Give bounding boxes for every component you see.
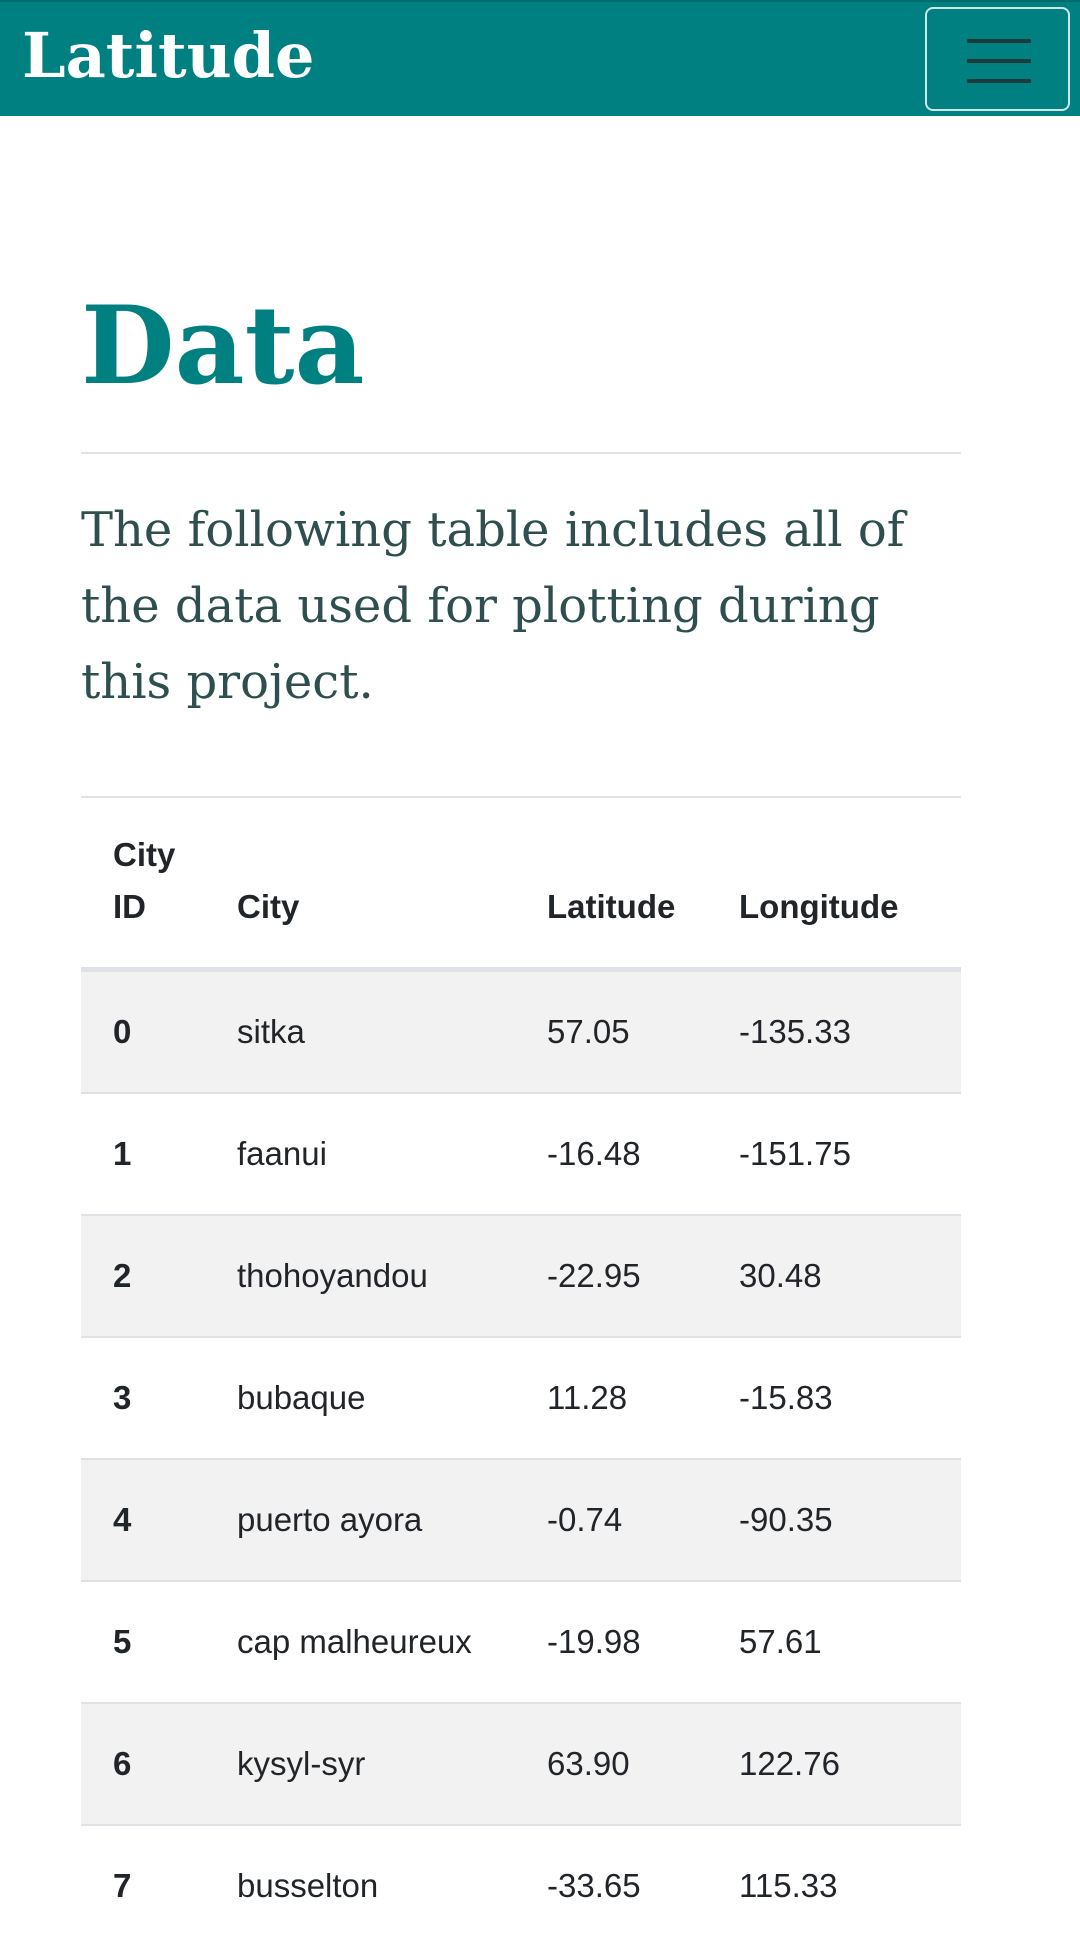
table-top-divider xyxy=(81,796,961,798)
city-id-cell: 7 xyxy=(81,1824,205,1946)
city-id-cell: 4 xyxy=(81,1458,205,1581)
latitude-cell: -16.48 xyxy=(515,1092,707,1215)
city-data-table: City ID City Latitude Longitude 0 sitka … xyxy=(81,798,961,1946)
latitude-cell: -33.65 xyxy=(515,1824,707,1946)
table-row: 3 bubaque 11.28 -15.83 xyxy=(81,1336,961,1459)
table-row: 6 kysyl-syr 63.90 122.76 xyxy=(81,1702,961,1825)
longitude-cell: -15.83 xyxy=(707,1336,961,1459)
latitude-cell: -19.98 xyxy=(515,1580,707,1703)
header-latitude: Latitude xyxy=(515,798,707,972)
header-city-id: City ID xyxy=(81,798,205,972)
navbar-brand[interactable]: Latitude xyxy=(22,19,315,92)
city-id-cell: 5 xyxy=(81,1580,205,1703)
table-row: 5 cap malheureux -19.98 57.61 xyxy=(81,1580,961,1703)
longitude-cell: 30.48 xyxy=(707,1214,961,1337)
title-divider xyxy=(81,452,961,454)
page-description: The following table includes all of the … xyxy=(81,502,905,710)
longitude-cell: 57.61 xyxy=(707,1580,961,1703)
latitude-cell: 63.90 xyxy=(515,1702,707,1825)
city-id-cell: 0 xyxy=(81,968,205,1093)
city-name-cell: busselton xyxy=(205,1824,515,1946)
table-row: 1 faanui -16.48 -151.75 xyxy=(81,1092,961,1215)
city-name-cell: sitka xyxy=(205,968,515,1093)
longitude-cell: -90.35 xyxy=(707,1458,961,1581)
header-longitude: Longitude xyxy=(707,798,961,972)
city-id-cell: 3 xyxy=(81,1336,205,1459)
table-row: 2 thohoyandou -22.95 30.48 xyxy=(81,1214,961,1337)
longitude-cell: -151.75 xyxy=(707,1092,961,1215)
city-id-cell: 1 xyxy=(81,1092,205,1215)
navbar-toggler-button[interactable] xyxy=(925,7,1070,111)
page-title: Data xyxy=(81,283,365,409)
table-row: 7 busselton -33.65 115.33 xyxy=(81,1824,961,1946)
longitude-cell: -135.33 xyxy=(707,968,961,1093)
longitude-cell: 115.33 xyxy=(707,1824,961,1946)
longitude-cell: 122.76 xyxy=(707,1702,961,1825)
city-name-cell: thohoyandou xyxy=(205,1214,515,1337)
city-name-cell: faanui xyxy=(205,1092,515,1215)
city-name-cell: kysyl-syr xyxy=(205,1702,515,1825)
latitude-cell: -0.74 xyxy=(515,1458,707,1581)
city-name-cell: bubaque xyxy=(205,1336,515,1459)
table-header-row: City ID City Latitude Longitude xyxy=(81,798,961,972)
city-id-cell: 6 xyxy=(81,1702,205,1825)
header-city: City xyxy=(205,798,515,972)
city-id-cell: 2 xyxy=(81,1214,205,1337)
latitude-cell: 11.28 xyxy=(515,1336,707,1459)
city-name-cell: puerto ayora xyxy=(205,1458,515,1581)
city-name-cell: cap malheureux xyxy=(205,1580,515,1703)
table-row: 4 puerto ayora -0.74 -90.35 xyxy=(81,1458,961,1581)
latitude-cell: -22.95 xyxy=(515,1214,707,1337)
latitude-cell: 57.05 xyxy=(515,968,707,1093)
table-row: 0 sitka 57.05 -135.33 xyxy=(81,968,961,1093)
navbar: Latitude xyxy=(0,0,1080,116)
